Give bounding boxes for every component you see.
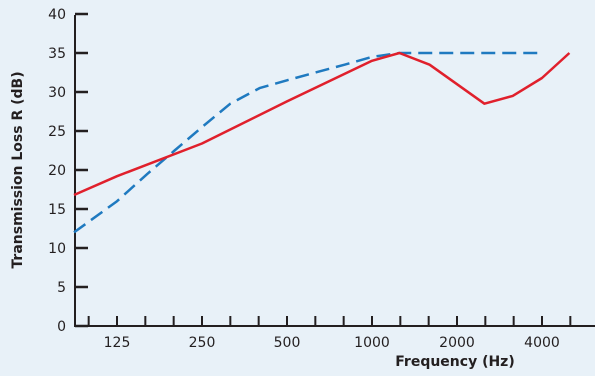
y-ticks: 0 5 10 15 20 25 30 35 40 [48, 7, 88, 335]
y-tick-label-35: 35 [48, 46, 66, 62]
y-tick-label-15: 15 [48, 202, 66, 218]
x-tick-label-250: 250 [189, 335, 216, 351]
y-tick-label-20: 20 [48, 163, 66, 179]
series-line-2 [73, 51, 571, 197]
y-tick-label-40: 40 [48, 7, 66, 23]
x-tick-label-4000: 4000 [524, 335, 560, 351]
x-tick-label-500: 500 [274, 335, 301, 351]
series-layer [73, 51, 571, 234]
y-tick-label-25: 25 [48, 124, 66, 140]
x-tick-label-2000: 2000 [439, 335, 475, 351]
y-tick-label-10: 10 [48, 241, 66, 257]
x-tick-label-1000: 1000 [354, 335, 390, 351]
x-axis-title: Frequency (Hz) [395, 354, 514, 370]
axes [74, 15, 595, 327]
x-ticks: 125 250 500 1000 2000 4000 [87, 316, 572, 351]
y-tick-label-5: 5 [57, 280, 66, 296]
x-tick-label-125: 125 [104, 335, 131, 351]
y-tick-label-0: 0 [57, 319, 66, 335]
y-axis-title: Transmission Loss R (dB) [10, 71, 26, 268]
series-line-1 [73, 51, 542, 234]
y-tick-label-30: 30 [48, 85, 66, 101]
